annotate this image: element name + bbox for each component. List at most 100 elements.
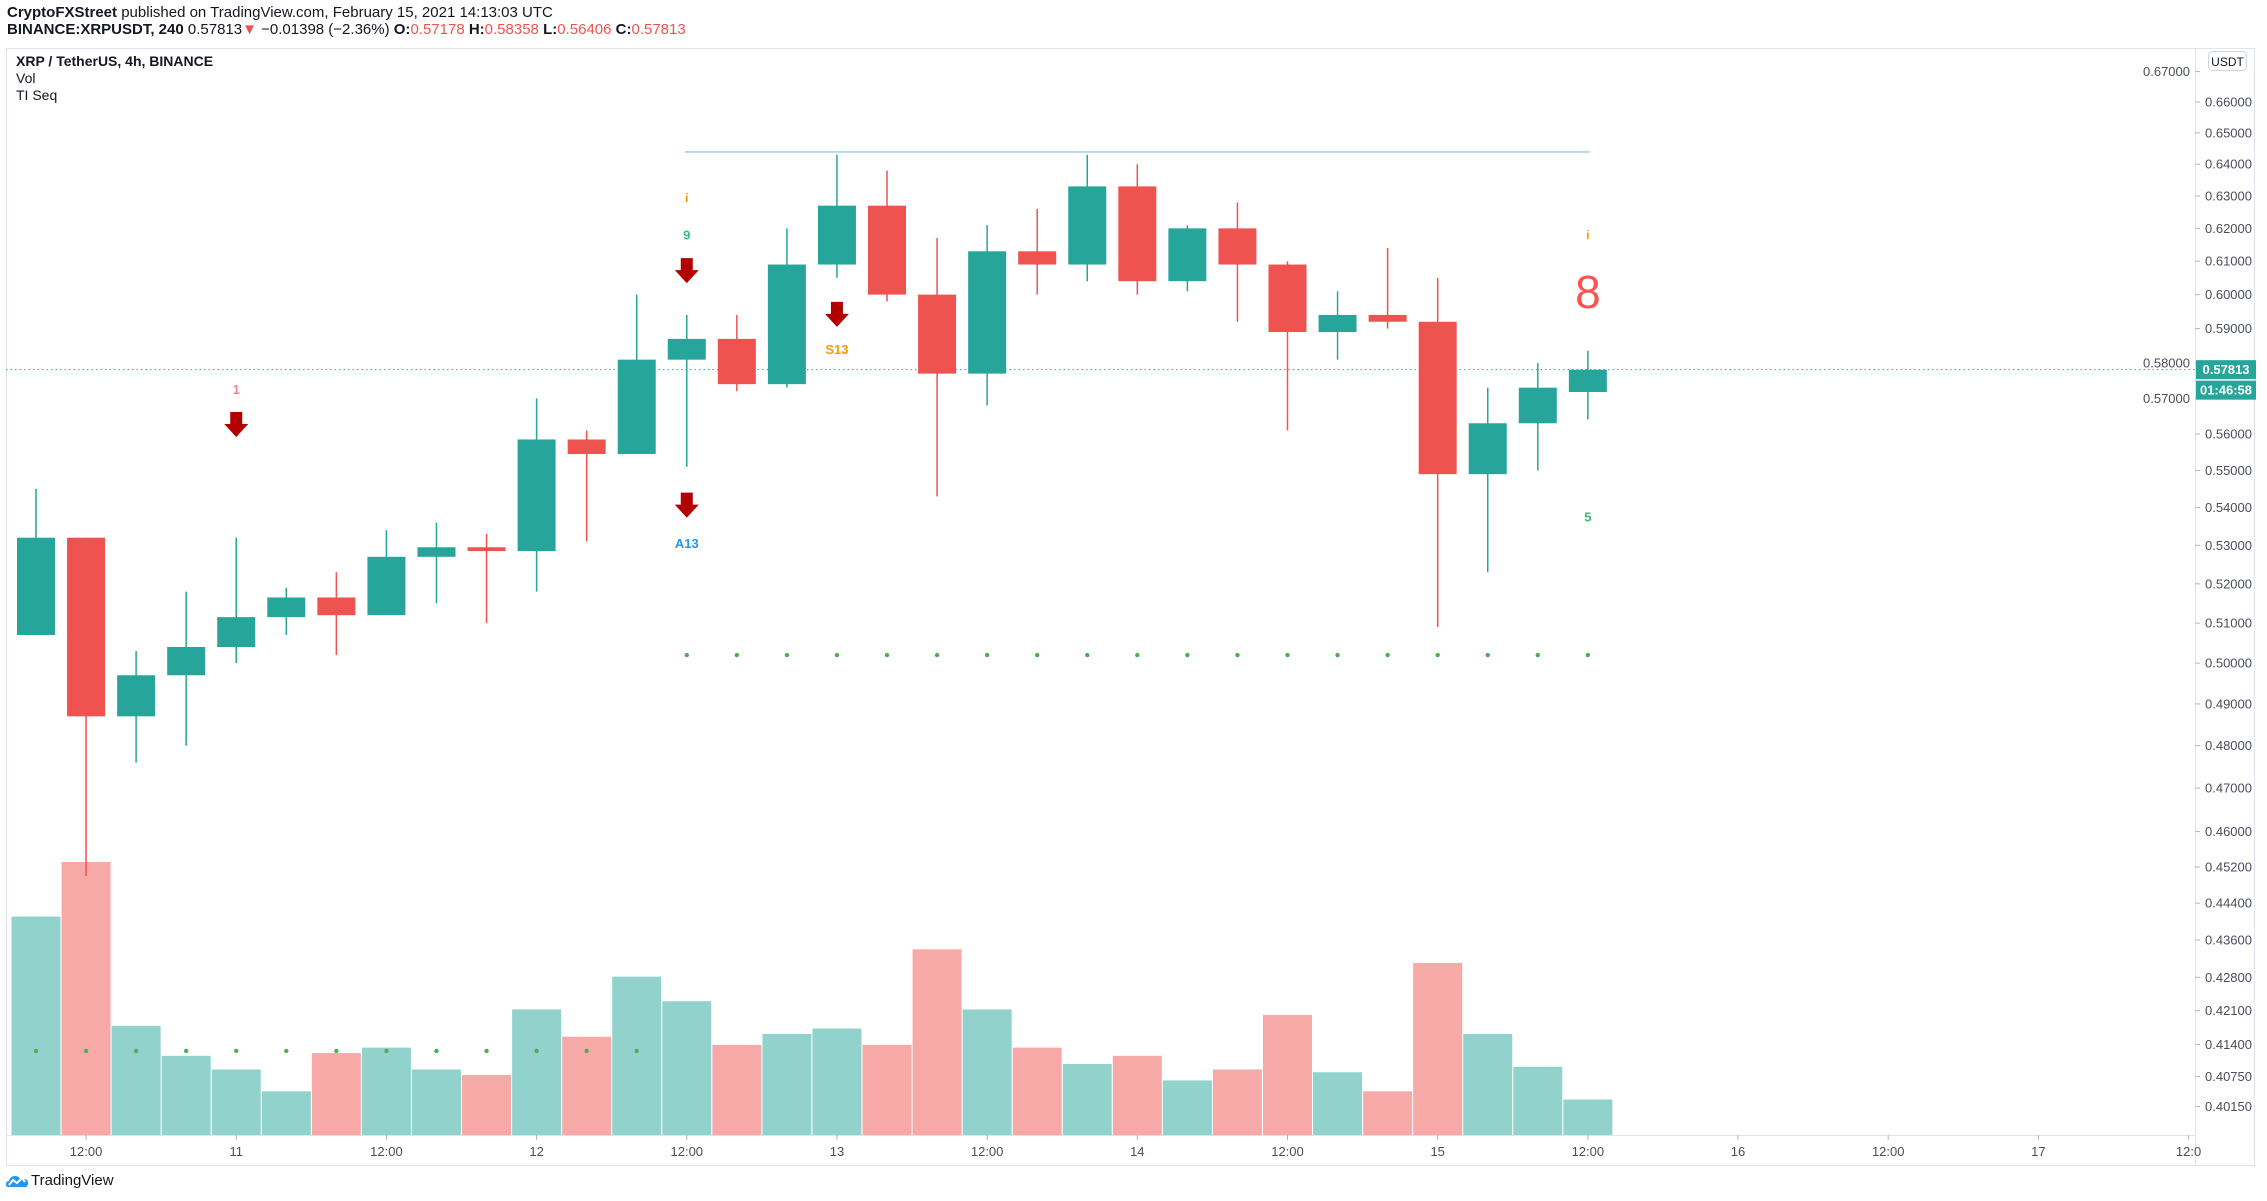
- price-tick-label: 0.53000: [2205, 538, 2252, 553]
- time-tick-label: 12:00: [671, 1144, 704, 1159]
- support-dot: [884, 652, 890, 658]
- price-tick-label: 0.52000: [2205, 576, 2252, 591]
- sell-arrow-icon: [674, 258, 699, 284]
- candle-body: [1118, 186, 1157, 282]
- sequential-markers: 1 i 9 A13 S13 i 8 5: [224, 191, 1601, 551]
- candle-series[interactable]: [17, 154, 1607, 877]
- volume-bar: [311, 1053, 361, 1135]
- volume-bar: [812, 1028, 862, 1135]
- price-tick-label: 0.66000: [2205, 95, 2252, 110]
- current-price-marker: 0.57813 01:46:58: [2196, 360, 2256, 400]
- time-tick-label: 17: [2031, 1144, 2045, 1159]
- seq-label: A13: [675, 536, 699, 551]
- volume-bar: [512, 1009, 562, 1135]
- support-dot: [734, 652, 740, 658]
- price-tick-label: 0.56000: [2205, 427, 2252, 442]
- price-tick-label: 0.54000: [2205, 500, 2252, 515]
- low-value: 0.56406: [557, 21, 612, 38]
- support-dot: [1035, 652, 1040, 658]
- support-dot: [133, 1048, 139, 1054]
- publish-text: published on TradingView.com, February 1…: [121, 4, 553, 21]
- volume-bar: [1463, 1033, 1513, 1135]
- current-price-label: 0.57813: [2203, 362, 2250, 377]
- candle-body: [217, 617, 256, 647]
- candle-body: [1568, 369, 1607, 392]
- support-dot: [484, 1048, 489, 1054]
- tradingview-logo[interactable]: TradingView: [6, 1172, 114, 1189]
- price-tick-label: 0.51000: [2205, 616, 2252, 631]
- time-tick-label: 12:00: [971, 1144, 1004, 1159]
- bar-countdown-label: 01:46:58: [2200, 383, 2252, 398]
- volume-bar: [762, 1033, 812, 1135]
- price-tick-label: 0.65000: [2205, 125, 2252, 140]
- volume-legend[interactable]: Vol: [16, 70, 36, 86]
- overlay-lines: [6, 150, 2195, 1054]
- candle-body: [1068, 186, 1107, 265]
- candle-body: [1168, 228, 1207, 282]
- tradingview-cloud-icon: [6, 1175, 28, 1187]
- candle-body: [417, 547, 456, 557]
- seq-label: 9: [683, 228, 690, 243]
- support-dot: [284, 1048, 289, 1054]
- time-axis[interactable]: 12:00 11 12:00 12 12:00 13 12:00 14 12:00 15 12:00…: [70, 1135, 2201, 1159]
- publish-info: CryptoFXStreet published on TradingView.…: [7, 4, 553, 21]
- currency-badge[interactable]: USDT: [2208, 51, 2247, 71]
- last-price: 0.57813: [187, 21, 243, 38]
- price-tick-label: 0.48000: [2205, 738, 2252, 753]
- candle-body: [868, 205, 907, 295]
- sell-arrow-icon: [224, 412, 249, 438]
- price-tick-label: 0.55000: [2205, 463, 2252, 478]
- support-dot: [1335, 652, 1340, 658]
- price-tick-label: 0.50000: [2205, 656, 2252, 671]
- volume-bar: [1162, 1080, 1212, 1135]
- volume-bar: [1313, 1072, 1363, 1135]
- support-dot: [1085, 652, 1090, 658]
- price-tick-label: 0.61000: [2205, 254, 2252, 269]
- support-dot: [1535, 652, 1541, 658]
- candle-body: [67, 537, 106, 717]
- time-tick-label: 12:00: [370, 1144, 403, 1159]
- support-dot: [33, 1048, 39, 1054]
- currency-label: USDT: [2211, 55, 2244, 69]
- candle-body: [17, 537, 55, 635]
- chart-title[interactable]: XRP / TetherUS, 4h, BINANCE: [16, 53, 214, 69]
- support-dot: [384, 1048, 389, 1054]
- low-label: L:: [543, 21, 558, 38]
- volume-bar: [161, 1055, 211, 1135]
- candle-body: [1368, 314, 1407, 322]
- time-tick-label: 12:00: [1872, 1144, 1905, 1159]
- time-tick-label: 12:00: [1271, 1144, 1304, 1159]
- volume-bar: [612, 976, 662, 1135]
- volume-bar: [662, 1001, 712, 1135]
- volume-bar: [912, 949, 962, 1135]
- down-triangle-icon: ▼: [242, 21, 257, 38]
- time-tick-label: 13: [830, 1144, 844, 1159]
- volume-bar: [11, 916, 61, 1135]
- volume-bar: [1513, 1066, 1563, 1135]
- price-tick-label: 0.43600: [2205, 932, 2252, 947]
- support-dot: [1485, 652, 1490, 658]
- volume-bar: [1212, 1069, 1262, 1135]
- price-axis[interactable]: 0.67000 0.66000 0.65000 0.64000 0.63000 0.620…: [2143, 64, 2252, 1114]
- seq-label: 5: [1584, 510, 1591, 525]
- candle-body: [667, 338, 706, 360]
- candle-body: [817, 205, 856, 265]
- support-dot: [584, 1048, 589, 1054]
- current-price-box: [2196, 360, 2256, 380]
- support-dot: [234, 1048, 239, 1054]
- candle-body: [918, 294, 957, 374]
- ti-seq-legend[interactable]: TI Seq: [16, 87, 58, 103]
- symbol-info: BINANCE:XRPUSDT, 240 0.57813▼ −0.01398 (…: [7, 21, 686, 38]
- support-dot: [1435, 652, 1440, 658]
- time-tick-label: 12:0: [2176, 1144, 2201, 1159]
- symbol-label: BINANCE:XRPUSDT, 240: [7, 21, 184, 38]
- support-dot: [1385, 652, 1390, 658]
- footer-brand: TradingView: [31, 1172, 114, 1189]
- high-label: H:: [468, 21, 485, 38]
- time-tick-label: 11: [229, 1144, 243, 1159]
- seq-label: 1: [233, 382, 240, 397]
- open-value: 0.57178: [410, 21, 465, 38]
- author-name[interactable]: CryptoFXStreet: [7, 4, 118, 21]
- candle-body: [267, 597, 306, 618]
